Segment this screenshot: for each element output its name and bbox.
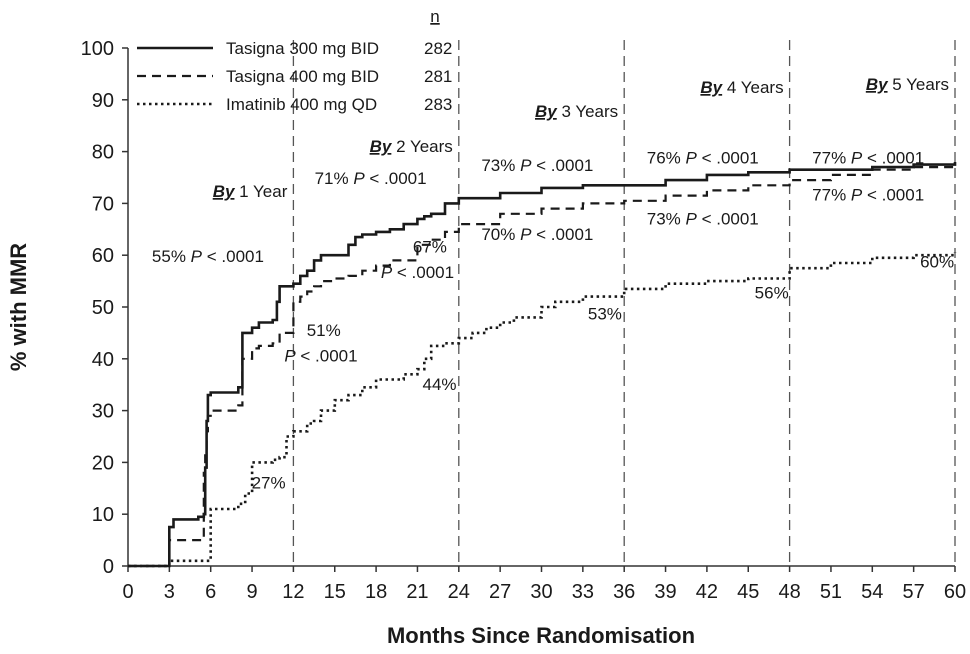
legend-n-value: 283 <box>424 95 452 114</box>
x-tick-label: 60 <box>944 581 966 603</box>
y-tick-label: 80 <box>92 142 114 164</box>
annotation-label: 73% P < .0001 <box>647 210 759 229</box>
y-tick-label: 40 <box>92 349 114 371</box>
x-ticks: 0 3 6 9 12 15 18 21 24 27 30 33 36 39 42 45 48 51 54 57 60 <box>122 566 966 603</box>
y-tick-label: 90 <box>92 90 114 112</box>
legend: n Tasigna 300 mg BID 282 Tasigna 400 mg … <box>137 7 452 114</box>
legend-entry-tasigna-400: Tasigna 400 mg BID 281 <box>137 67 452 86</box>
milestone-label-bg <box>365 135 457 158</box>
annotation-label: 70% P < .0001 <box>481 225 593 244</box>
milestone-label-bg <box>531 100 623 123</box>
series-line-dotted <box>128 252 957 568</box>
annotation-label: P < .0001 <box>381 263 454 282</box>
y-tick-label: 100 <box>81 38 114 60</box>
series-line-solid <box>128 162 957 568</box>
x-tick-label: 36 <box>613 581 635 603</box>
annotation-label: 60% <box>920 253 954 272</box>
y-tick-label: 50 <box>92 297 114 319</box>
x-tick-label: 24 <box>448 581 470 603</box>
annotation-label: 67% <box>413 238 447 257</box>
milestone-labels: By 1 Year By 2 Years By 3 Years By 4 Years B… <box>208 73 953 203</box>
x-axis-title: Months Since Randomisation <box>387 623 695 648</box>
y-tick-label: 0 <box>103 556 114 578</box>
x-tick-label: 39 <box>654 581 676 603</box>
milestone-heading: By 4 Years <box>696 76 788 99</box>
milestone-heading: By 5 Years <box>861 73 953 96</box>
annotation-label: 56% <box>755 284 789 303</box>
x-tick-label: 12 <box>282 581 304 603</box>
series-lines <box>128 162 957 568</box>
y-tick-label: 20 <box>92 452 114 474</box>
x-tick-label: 0 <box>122 581 133 603</box>
y-tick-label: 10 <box>92 504 114 526</box>
x-tick-label: 54 <box>861 581 883 603</box>
y-tick-label: 70 <box>92 193 114 215</box>
legend-label: Tasigna 400 mg BID <box>226 67 379 86</box>
milestone-label: By 2 Years <box>370 137 453 156</box>
milestone-heading: By 1 Year <box>208 180 292 203</box>
series-line-dashed <box>128 166 955 568</box>
x-tick-label: 21 <box>406 581 428 603</box>
x-tick-label: 9 <box>246 581 257 603</box>
annotation-label: P < .0001 <box>284 346 357 365</box>
annotation-label: 77% P < .0001 <box>812 149 924 168</box>
annotations: 55% P < .0001 71% P < .0001 73% P < .0001 7… <box>152 149 954 493</box>
milestone-label: By 3 Years <box>535 102 618 121</box>
x-tick-label: 48 <box>778 581 800 603</box>
x-tick-label: 27 <box>489 581 511 603</box>
legend-n-value: 282 <box>424 39 452 58</box>
x-tick-label: 45 <box>737 581 759 603</box>
milestone-label-bg <box>208 180 292 203</box>
annotation-label: 27% <box>252 473 286 492</box>
milestone-heading: By 3 Years <box>531 100 623 123</box>
x-tick-label: 18 <box>365 581 387 603</box>
x-tick-label: 42 <box>696 581 718 603</box>
legend-label: Tasigna 300 mg BID <box>226 39 379 58</box>
annotation-label: 71% P < .0001 <box>315 169 427 188</box>
legend-n-value: 281 <box>424 67 452 86</box>
legend-n-header: n <box>430 7 439 26</box>
milestone-label: By 4 Years <box>700 78 783 97</box>
x-tick-label: 6 <box>205 581 216 603</box>
annotation-label: 44% <box>422 375 456 394</box>
y-tick-label: 30 <box>92 401 114 423</box>
x-tick-label: 51 <box>820 581 842 603</box>
y-ticks: 0 10 20 30 40 50 60 70 80 90 100 <box>81 38 128 578</box>
milestone-label-bg <box>861 73 953 96</box>
annotation-label: 77% P < .0001 <box>812 185 924 204</box>
x-tick-label: 15 <box>324 581 346 603</box>
milestone-heading: By 2 Years <box>365 135 457 158</box>
legend-label: Imatinib 400 mg QD <box>226 95 377 114</box>
y-axis-title: % with MMR <box>6 243 31 371</box>
x-tick-label: 33 <box>572 581 594 603</box>
annotation-label: 53% <box>588 304 622 323</box>
annotation-label: 76% P < .0001 <box>647 149 759 168</box>
milestone-label: By 5 Years <box>866 75 949 94</box>
x-tick-label: 3 <box>164 581 175 603</box>
annotation-label: 73% P < .0001 <box>481 156 593 175</box>
y-tick-label: 60 <box>92 245 114 267</box>
milestone-label: By 1 Year <box>213 182 288 201</box>
legend-entry-imatinib-400: Imatinib 400 mg QD 283 <box>137 95 452 114</box>
legend-entry-tasigna-300: Tasigna 300 mg BID 282 <box>137 39 452 58</box>
milestone-label-bg <box>696 76 788 99</box>
milestone-lines <box>292 40 956 566</box>
x-tick-label: 57 <box>903 581 925 603</box>
annotation-label: 51% <box>307 321 341 340</box>
annotation-label: 55% P < .0001 <box>152 247 264 266</box>
x-tick-label: 30 <box>530 581 552 603</box>
